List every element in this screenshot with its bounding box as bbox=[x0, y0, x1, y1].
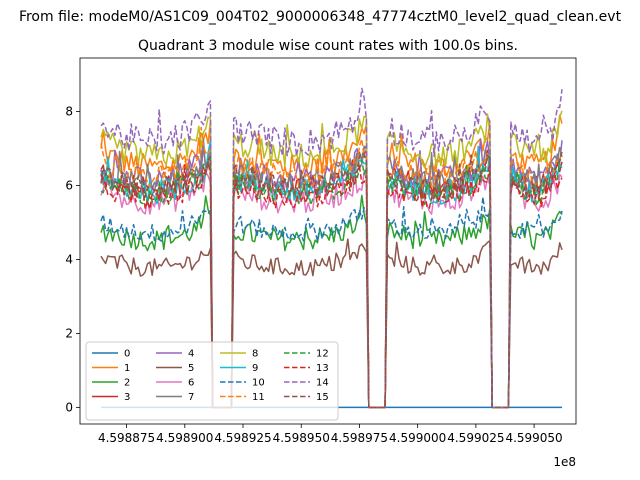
series-line-7 bbox=[100, 138, 563, 409]
series-line-12 bbox=[100, 158, 563, 409]
series-line-2 bbox=[100, 194, 563, 409]
x-axis: 4.598875 4.598900 4.598925 4.598950 4.598975… bbox=[98, 424, 563, 445]
series-line-6 bbox=[100, 169, 563, 409]
axes-frame bbox=[79, 57, 577, 425]
x-tick-label: 4.598975 bbox=[331, 431, 388, 445]
axes-title: Quadrant 3 module wise count rates with … bbox=[138, 38, 518, 54]
legend-label-4: 4 bbox=[188, 349, 194, 360]
legend-label-1: 1 bbox=[124, 363, 130, 374]
y-tick-label: 6 bbox=[65, 179, 73, 193]
x-tick-label: 4.598875 bbox=[98, 431, 155, 445]
y-tick-label: 8 bbox=[65, 105, 73, 119]
legend-label-0: 0 bbox=[124, 349, 130, 360]
figure-suptitle: From file: modeM0/AS1C09_004T02_90000063… bbox=[19, 9, 622, 25]
legend-label-12: 12 bbox=[316, 349, 329, 360]
plot-area bbox=[100, 87, 563, 409]
legend-box bbox=[85, 341, 339, 421]
series-layer bbox=[100, 87, 563, 409]
x-offset-label: 1e8 bbox=[553, 455, 576, 469]
legend-label-13: 13 bbox=[316, 363, 329, 374]
series-line-13 bbox=[100, 159, 563, 409]
x-tick-label: 4.599050 bbox=[505, 431, 562, 445]
legend-label-6: 6 bbox=[188, 378, 194, 389]
legend-label-15: 15 bbox=[316, 392, 329, 403]
x-tick-label: 4.598950 bbox=[273, 431, 330, 445]
legend-label-3: 3 bbox=[124, 392, 130, 403]
y-axis: 0 2 4 6 8 bbox=[65, 105, 80, 414]
legend-label-11: 11 bbox=[252, 392, 265, 403]
series-line-14 bbox=[100, 87, 563, 409]
y-tick-label: 0 bbox=[65, 400, 73, 414]
x-tick-label: 4.598900 bbox=[156, 431, 213, 445]
legend-label-8: 8 bbox=[252, 349, 258, 360]
series-line-10 bbox=[100, 196, 563, 409]
y-tick-label: 4 bbox=[65, 252, 73, 266]
x-tick-label: 4.598925 bbox=[214, 431, 271, 445]
series-line-5 bbox=[100, 238, 563, 409]
series-line-15 bbox=[100, 151, 563, 409]
legend-label-9: 9 bbox=[252, 363, 258, 374]
legend-label-2: 2 bbox=[124, 378, 130, 389]
legend-label-5: 5 bbox=[188, 363, 194, 374]
legend-label-14: 14 bbox=[316, 378, 329, 389]
x-tick-label: 4.599000 bbox=[389, 431, 446, 445]
y-tick-label: 2 bbox=[65, 326, 73, 340]
legend-label-7: 7 bbox=[188, 392, 194, 403]
x-tick-label: 4.599025 bbox=[447, 431, 504, 445]
legend-label-10: 10 bbox=[252, 378, 265, 389]
